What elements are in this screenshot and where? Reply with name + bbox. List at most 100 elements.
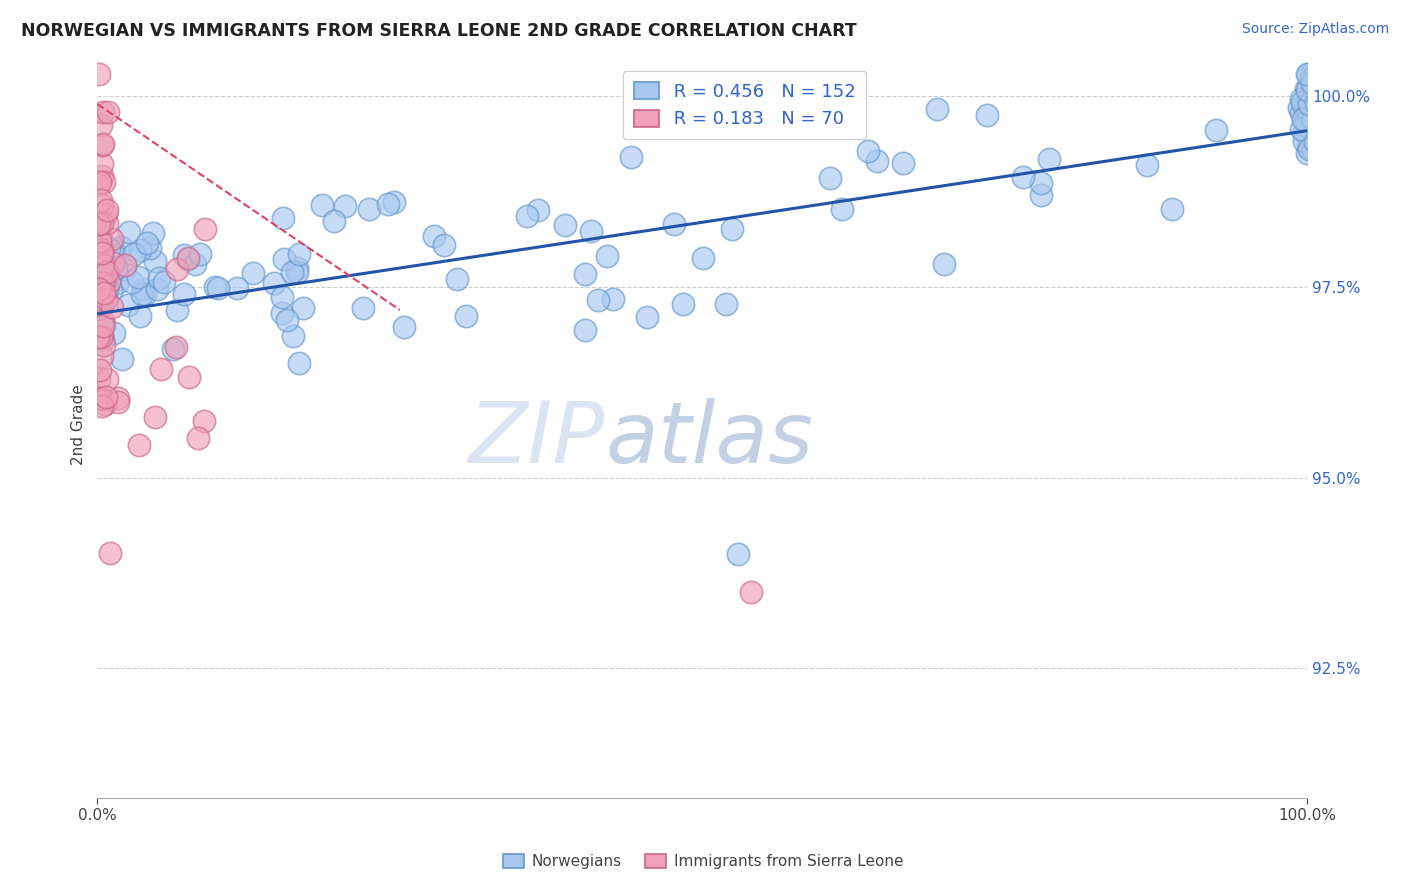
Point xyxy=(96,203,118,218)
Point xyxy=(834,114,856,128)
Point xyxy=(263,276,285,290)
Point xyxy=(121,275,143,289)
Point xyxy=(1038,152,1060,166)
Point xyxy=(242,266,264,280)
Point xyxy=(162,342,184,356)
Point xyxy=(636,310,658,324)
Point xyxy=(1205,122,1227,136)
Point xyxy=(93,175,115,189)
Point xyxy=(132,282,155,296)
Point xyxy=(177,370,200,384)
Point xyxy=(93,285,115,300)
Point xyxy=(166,261,188,276)
Point xyxy=(574,267,596,281)
Point xyxy=(134,286,156,301)
Point xyxy=(122,247,145,261)
Point xyxy=(1296,83,1319,97)
Point xyxy=(128,438,150,452)
Point xyxy=(194,221,217,235)
Point xyxy=(1305,67,1327,81)
Point xyxy=(1302,69,1324,83)
Point xyxy=(91,277,114,291)
Point xyxy=(716,297,738,311)
Text: Source: ZipAtlas.com: Source: ZipAtlas.com xyxy=(1241,22,1389,37)
Point xyxy=(166,302,188,317)
Point xyxy=(1298,142,1320,156)
Point xyxy=(1296,119,1319,133)
Point xyxy=(89,66,111,80)
Point xyxy=(91,318,114,333)
Point xyxy=(87,330,110,344)
Point xyxy=(856,144,879,158)
Point xyxy=(1301,112,1323,127)
Point xyxy=(173,247,195,261)
Point xyxy=(90,329,112,343)
Point xyxy=(1295,114,1317,128)
Point xyxy=(87,292,110,306)
Point xyxy=(1296,66,1319,80)
Point xyxy=(150,362,173,376)
Point xyxy=(90,216,112,230)
Point xyxy=(94,390,117,404)
Point xyxy=(352,301,374,315)
Point xyxy=(1289,105,1312,120)
Point xyxy=(1305,96,1327,111)
Point xyxy=(114,262,136,277)
Point xyxy=(96,371,118,385)
Point xyxy=(620,151,643,165)
Point xyxy=(377,196,399,211)
Point xyxy=(97,275,120,289)
Point xyxy=(1288,101,1310,115)
Point xyxy=(145,409,167,424)
Point xyxy=(721,222,744,236)
Point xyxy=(93,318,115,332)
Point xyxy=(100,284,122,298)
Point xyxy=(446,272,468,286)
Point xyxy=(579,224,602,238)
Text: ZIP: ZIP xyxy=(470,398,606,481)
Point xyxy=(87,240,110,254)
Point xyxy=(270,306,292,320)
Point xyxy=(1029,177,1052,191)
Point xyxy=(335,199,357,213)
Point xyxy=(100,300,122,314)
Legend:  R = 0.456   N = 152,  R = 0.183   N = 70: R = 0.456 N = 152, R = 0.183 N = 70 xyxy=(623,71,866,139)
Point xyxy=(87,274,110,288)
Point xyxy=(1294,125,1316,139)
Text: NORWEGIAN VS IMMIGRANTS FROM SIERRA LEONE 2ND GRADE CORRELATION CHART: NORWEGIAN VS IMMIGRANTS FROM SIERRA LEON… xyxy=(21,22,856,40)
Point xyxy=(117,298,139,312)
Point xyxy=(1295,124,1317,138)
Point xyxy=(103,244,125,258)
Point xyxy=(97,242,120,256)
Point xyxy=(129,243,152,257)
Point xyxy=(89,175,111,189)
Point xyxy=(177,252,200,266)
Point xyxy=(142,226,165,240)
Point xyxy=(114,258,136,272)
Point xyxy=(193,414,215,428)
Point xyxy=(740,585,762,599)
Point xyxy=(91,136,114,151)
Point xyxy=(93,269,115,284)
Point xyxy=(865,154,887,169)
Point xyxy=(287,265,309,279)
Point xyxy=(165,341,187,355)
Point xyxy=(89,282,111,296)
Point xyxy=(143,253,166,268)
Point xyxy=(727,547,749,561)
Point xyxy=(1301,103,1323,117)
Point xyxy=(925,102,948,116)
Point xyxy=(135,235,157,250)
Point xyxy=(87,371,110,385)
Point xyxy=(90,231,112,245)
Point xyxy=(1291,95,1313,109)
Point xyxy=(1303,99,1326,113)
Point xyxy=(93,293,115,307)
Point xyxy=(271,211,294,226)
Point xyxy=(89,363,111,377)
Y-axis label: 2nd Grade: 2nd Grade xyxy=(72,384,86,465)
Point xyxy=(91,314,114,328)
Point xyxy=(129,309,152,323)
Point xyxy=(574,323,596,337)
Point xyxy=(664,217,686,231)
